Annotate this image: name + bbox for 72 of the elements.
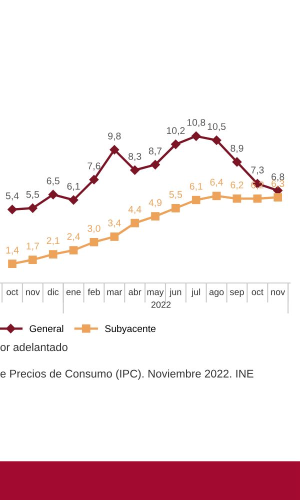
point xyxy=(8,204,17,214)
data-label: 4,4 xyxy=(128,206,142,214)
x-axis-title: 2022 xyxy=(151,302,171,308)
point xyxy=(212,136,222,145)
point xyxy=(212,192,221,200)
point xyxy=(192,196,200,204)
x-tick-label: feb xyxy=(88,288,100,296)
x-tick-label: abr xyxy=(128,288,142,296)
point xyxy=(110,145,120,154)
data-label: 8,7 xyxy=(148,148,162,156)
data-label: 7,3 xyxy=(251,166,264,175)
point xyxy=(274,193,282,202)
point xyxy=(28,204,38,213)
data-label: 3,4 xyxy=(108,220,121,228)
point xyxy=(253,194,262,203)
point xyxy=(151,212,160,220)
data-label: 6,3 xyxy=(272,180,284,188)
x-tick-label: oct xyxy=(6,289,18,296)
point xyxy=(232,157,242,167)
data-label: 6,2 xyxy=(230,182,244,190)
data-label: 6,5 xyxy=(46,177,60,186)
x-tick-label: nov xyxy=(26,290,40,296)
point xyxy=(89,175,99,184)
point xyxy=(172,204,180,212)
data-label: 7,6 xyxy=(88,162,100,171)
point xyxy=(8,260,16,268)
data-label: 8,3 xyxy=(128,152,142,162)
x-tick-label: nov xyxy=(271,290,286,296)
data-label: 5,4 xyxy=(6,192,19,200)
point xyxy=(69,246,78,254)
text: or adelantado xyxy=(0,342,68,352)
data-label: 2,1 xyxy=(46,237,60,246)
data-label: 10,8 xyxy=(187,119,206,128)
x-tick-label: mar xyxy=(107,290,122,296)
data-label: 1,7 xyxy=(26,242,39,251)
legend-label: General xyxy=(30,324,64,332)
point xyxy=(130,218,139,228)
data-label: 2,4 xyxy=(67,233,80,242)
data-label: 6,4 xyxy=(210,178,224,187)
x-tick-label: may xyxy=(147,290,164,297)
point xyxy=(130,165,140,175)
data-label: 8,9 xyxy=(230,144,244,153)
data-label: 6,1 xyxy=(67,182,80,191)
point xyxy=(150,160,160,170)
point xyxy=(90,238,98,246)
data-label: 3,0 xyxy=(88,224,100,234)
legend-label: Subyacente xyxy=(105,324,156,334)
data-label: 10,2 xyxy=(166,127,185,136)
point xyxy=(48,250,58,259)
data-label: 5,5 xyxy=(26,191,40,200)
x-tick-label: oct xyxy=(252,289,264,296)
data-label: 6,1 xyxy=(190,182,202,191)
data-label: 9,8 xyxy=(108,132,121,141)
data-label: 1,4 xyxy=(6,246,19,255)
x-tick-label: ago xyxy=(209,290,224,297)
x-tick-label: ene xyxy=(66,290,81,296)
x-tick-label: jun xyxy=(169,288,182,297)
data-label: 5,5 xyxy=(169,191,182,200)
x-tick-label: sep xyxy=(230,290,244,297)
data-label: 10,5 xyxy=(208,123,226,132)
data-label: 6,8 xyxy=(272,173,284,182)
data-label: 4,9 xyxy=(148,199,162,208)
point xyxy=(232,194,242,203)
point xyxy=(28,256,37,264)
point xyxy=(171,140,180,149)
point xyxy=(192,132,201,141)
x-tick-label: jul xyxy=(191,288,200,297)
point xyxy=(48,190,58,200)
text: e Precios de Consumo (IPC). Noviembre 2022. INE xyxy=(0,369,254,380)
point xyxy=(68,195,78,205)
x-tick-label: dic xyxy=(48,288,59,296)
point xyxy=(110,232,119,241)
